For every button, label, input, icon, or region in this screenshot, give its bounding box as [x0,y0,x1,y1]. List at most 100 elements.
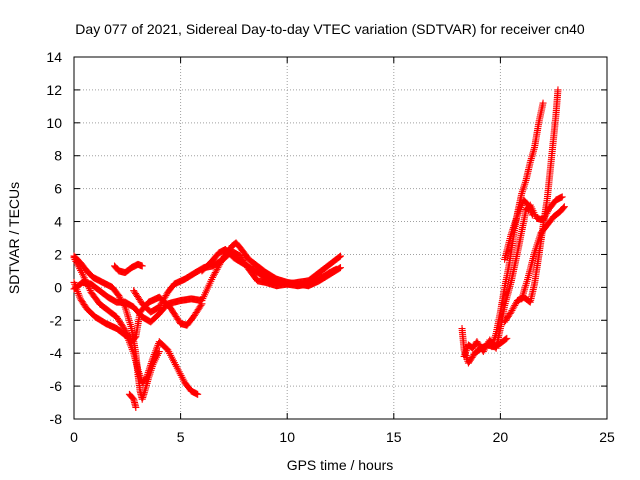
data-marker [539,101,547,109]
data-marker [119,323,127,331]
y-tick-label: 6 [54,181,62,197]
y-tick-label: 0 [54,279,62,295]
data-marker [113,289,121,297]
x-tick-label: 5 [177,429,185,445]
data-marker [336,264,344,272]
data-marker [196,303,204,311]
data-marker [502,335,510,343]
data-marker [526,160,534,168]
data-marker [137,262,145,270]
data-marker [501,336,509,344]
data-marker [500,285,508,293]
data-marker [76,293,84,301]
data-marker [534,121,542,129]
x-tick-label: 25 [599,429,615,445]
data-marker [148,356,156,364]
y-tick-label: -8 [50,411,63,427]
data-marker [530,251,538,259]
data-marker [469,352,477,360]
axis-ticks: 0 5 10 15 20 25 -8 -6 -4 -2 0 2 4 6 8 10 12 14 [46,49,615,445]
data-marker [336,253,344,261]
data-marker [530,282,538,290]
data-marker [517,229,525,237]
y-tick-label: -6 [50,378,63,394]
series-trace-13 [518,203,568,303]
x-axis-label: GPS time / hours [287,457,394,473]
data-marker [521,178,529,186]
data-marker [209,272,217,280]
data-marker [213,265,221,273]
y-tick-label: 8 [54,148,62,164]
series-trace-7 [111,260,146,277]
plot-frame [73,56,608,420]
series-trace-8 [125,390,140,411]
data-marker [523,200,531,208]
y-tick-label: 4 [54,214,62,230]
data-marker [517,191,525,199]
y-axis-label: SDTVAR / TECUs [6,182,22,294]
series-trace-2 [70,254,206,346]
data-marker [505,311,513,319]
y-tick-label: -4 [50,345,63,361]
data-marker [518,188,526,196]
data-marker [554,88,562,96]
data-marker [188,315,196,323]
data-marker [129,347,137,355]
data-marker [334,254,342,262]
data-marker [211,269,219,277]
data-marker [335,253,343,261]
data-marker [560,204,568,212]
data-marker [136,297,144,305]
y-tick-label: -2 [50,312,63,328]
data-marker [210,270,218,278]
data-marker [520,184,528,192]
data-marker [323,262,331,270]
data-marker [128,393,136,401]
data-marker [496,310,504,318]
data-marker [121,331,129,339]
x-tick-label: 15 [386,429,402,445]
y-tick-label: 14 [46,49,62,65]
data-marker [331,266,339,274]
data-marker [522,199,530,207]
data-marker [525,297,533,305]
data-marker [522,208,530,216]
data-marker [541,223,549,231]
data-marker [141,376,149,384]
series-group [70,86,568,411]
data-marker [513,251,521,259]
data-marker [528,209,536,217]
data-marker [131,334,139,342]
data-marker [171,361,179,369]
data-marker [507,233,515,241]
data-marker [519,186,527,194]
data-marker [197,296,205,304]
series-trace-11 [488,99,547,351]
data-marker [557,193,565,201]
data-marker [81,302,89,310]
data-marker [130,335,138,343]
data-marker [212,267,220,275]
data-marker [505,264,513,272]
x-tick-label: 10 [279,429,295,445]
data-marker [512,300,520,308]
data-marker [133,364,141,372]
data-marker [536,231,544,239]
x-tick-label: 0 [70,429,78,445]
y-tick-label: 12 [46,82,62,98]
data-marker [530,145,538,153]
x-tick-label: 20 [493,429,509,445]
data-marker [127,323,135,331]
y-tick-label: 2 [54,246,62,262]
data-marker [559,205,567,213]
data-marker [208,275,216,283]
data-marker [521,180,529,188]
y-tick-label: 10 [46,115,62,131]
data-marker [492,331,500,339]
data-marker [524,275,532,283]
data-marker [162,344,170,352]
data-marker [193,390,201,398]
chart-title: Day 077 of 2021, Sidereal Day-to-day VTE… [75,21,585,37]
data-marker [162,292,170,300]
